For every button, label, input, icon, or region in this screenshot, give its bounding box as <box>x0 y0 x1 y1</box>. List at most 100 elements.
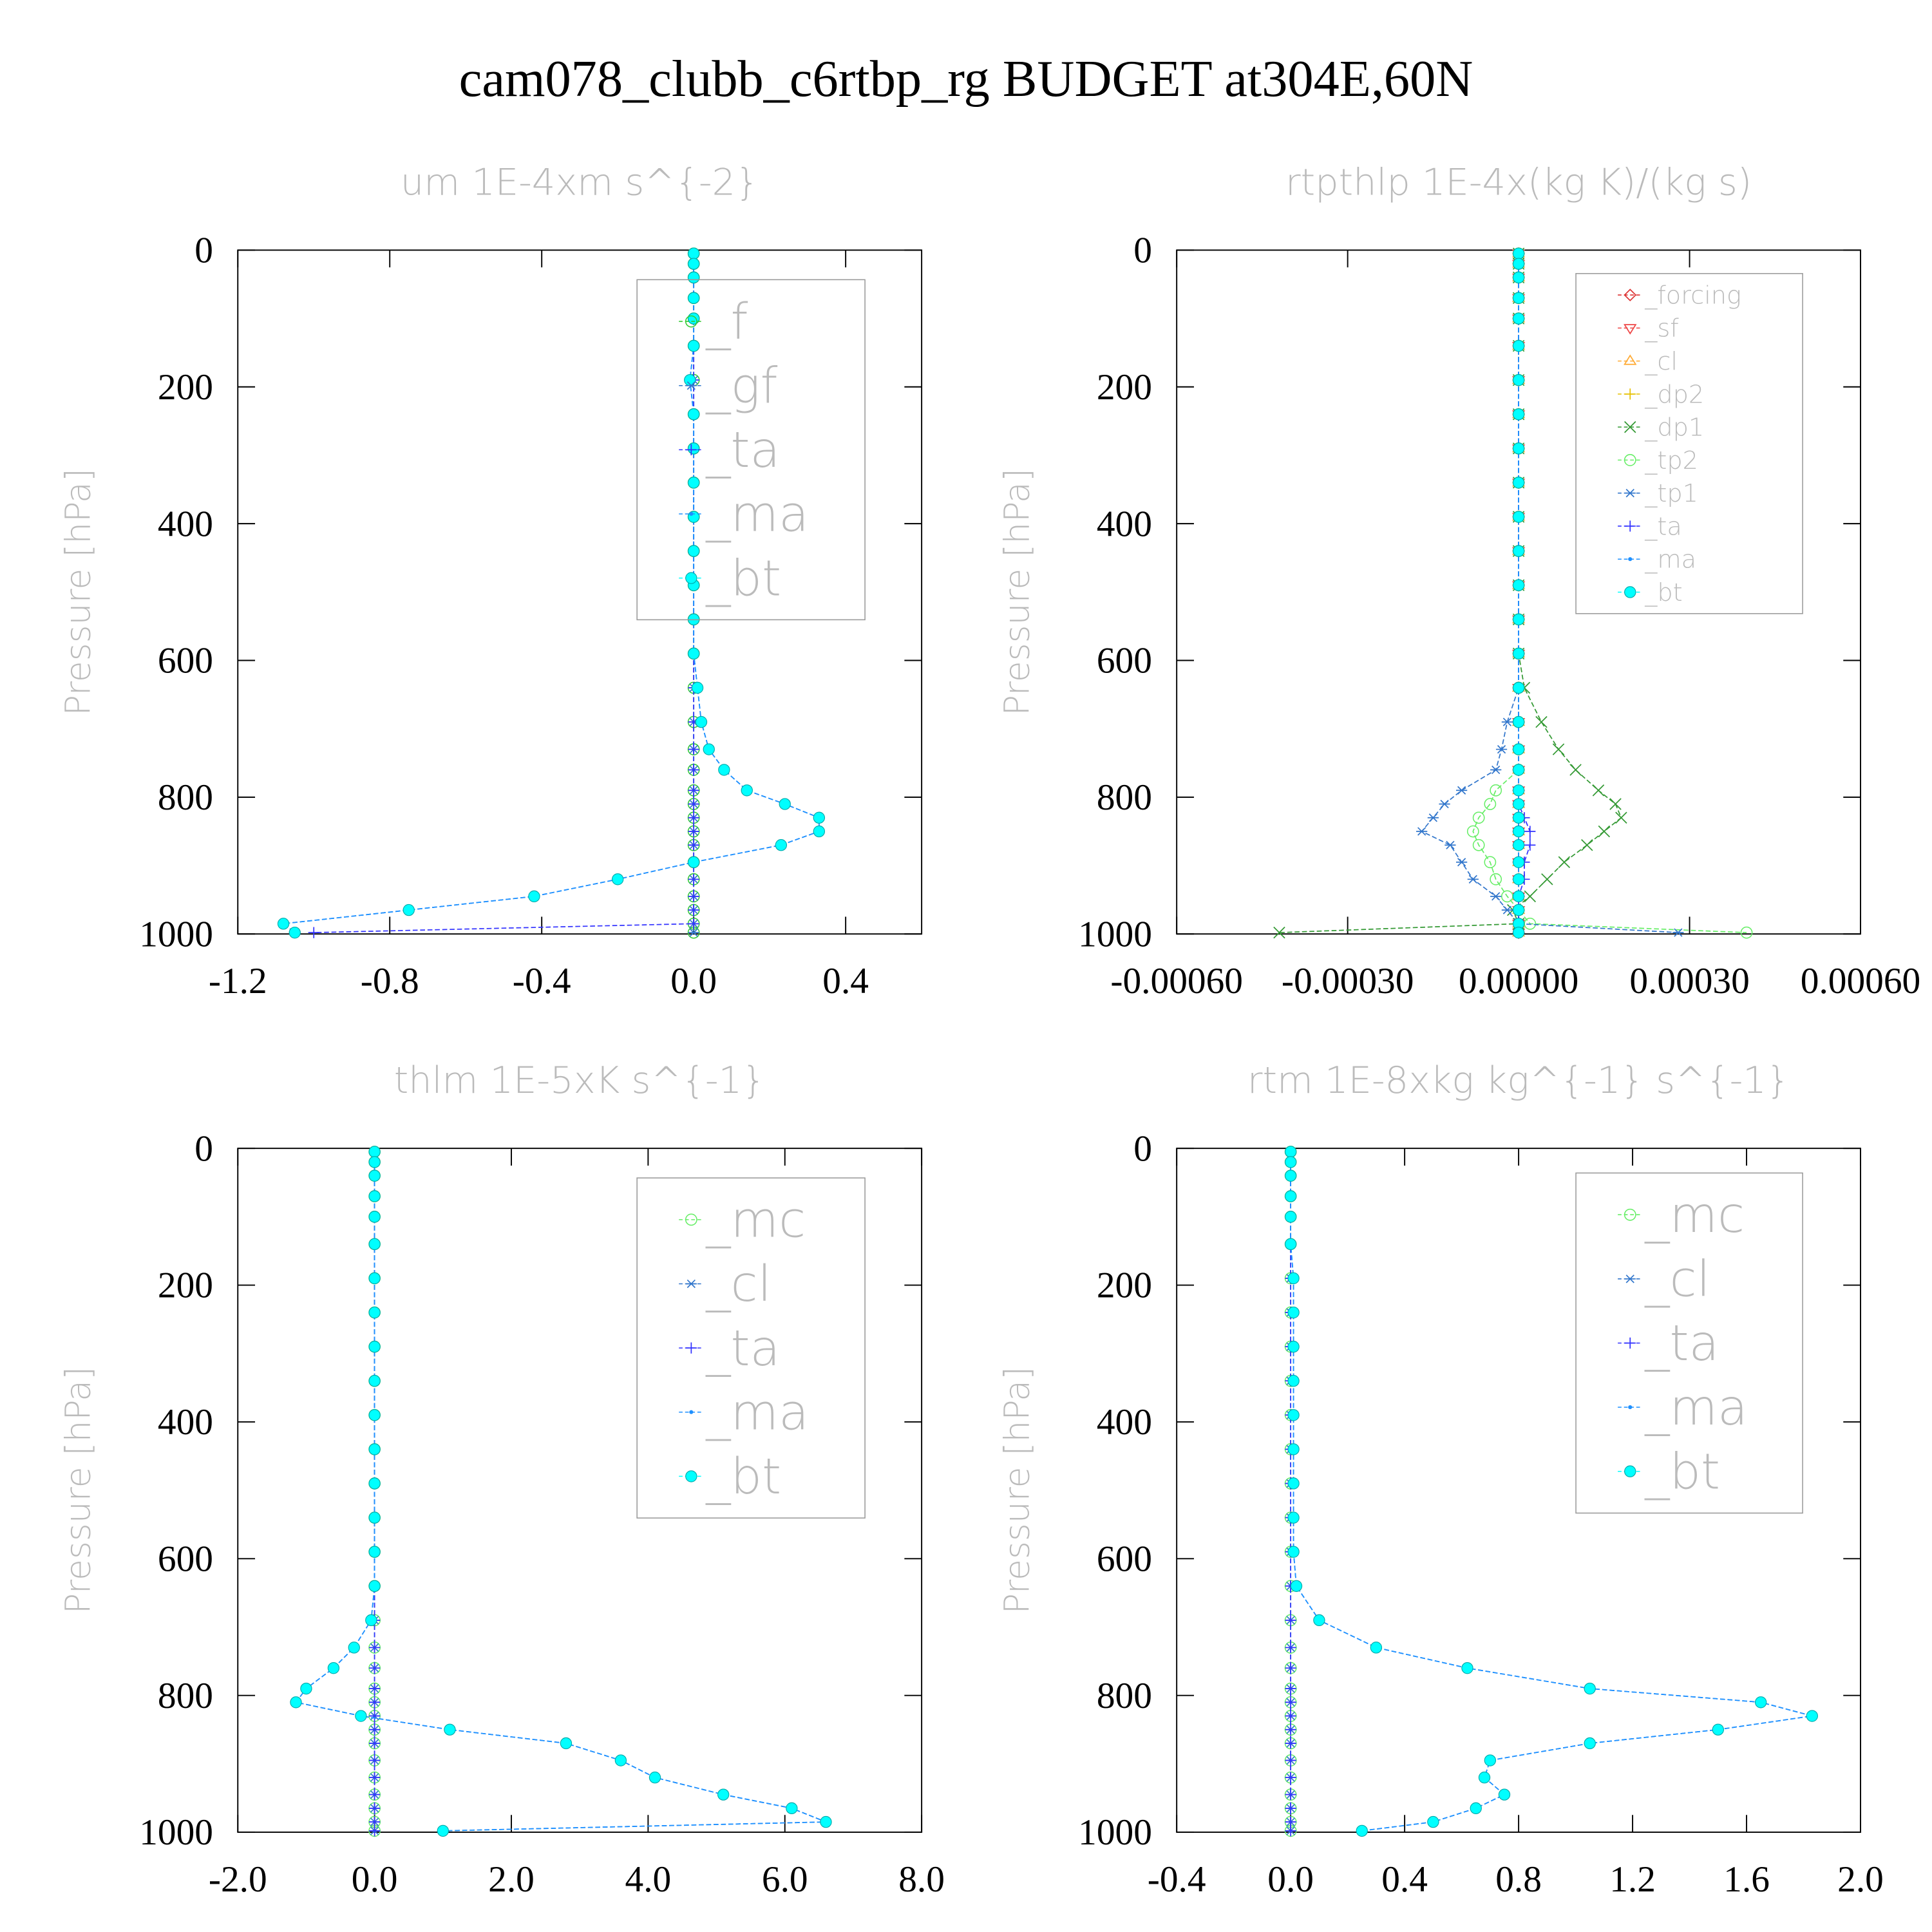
legend-marker <box>685 1279 697 1289</box>
legend-box <box>636 279 866 621</box>
data-point <box>1512 312 1525 325</box>
y-axis-label: Pressure [hPa] <box>58 1367 99 1614</box>
data-point <box>369 1696 381 1708</box>
data-point <box>355 1710 367 1722</box>
y-axis-label: Pressure [hPa] <box>58 468 99 715</box>
data-point <box>1273 926 1285 939</box>
data-point <box>1512 890 1525 903</box>
data-point <box>1512 292 1525 304</box>
data-point <box>369 1683 381 1694</box>
data-point <box>1287 1306 1300 1319</box>
data-point <box>1712 1723 1724 1736</box>
legend-marker <box>1624 354 1637 365</box>
data-point <box>368 1156 381 1168</box>
legend-label: _mc <box>705 1192 806 1249</box>
y-tick-label: 800 <box>158 1676 213 1716</box>
series-line <box>1279 253 1622 933</box>
data-point <box>368 1272 381 1285</box>
data-point <box>1313 1614 1325 1627</box>
legend-label: _mc <box>1644 1187 1745 1244</box>
data-point <box>1512 339 1525 352</box>
figure-title: cam078_clubb_c6rtbp_rg BUDGET at304E,60N <box>459 50 1473 108</box>
data-point <box>1416 827 1428 836</box>
y-tick-label: 800 <box>1097 1676 1152 1716</box>
data-point <box>368 1238 381 1251</box>
x-tick-label: -0.8 <box>361 961 419 1001</box>
data-point <box>717 1788 730 1801</box>
data-point <box>1512 511 1525 523</box>
x-tick-label: 8.0 <box>898 1859 945 1900</box>
data-point <box>1535 715 1548 728</box>
series-line <box>1290 1151 1813 1832</box>
data-point <box>369 1710 381 1722</box>
data-point <box>687 258 700 270</box>
legend-marker <box>1624 520 1636 532</box>
data-point <box>1284 1170 1297 1182</box>
y-tick-label: 0 <box>1133 231 1152 271</box>
legend-label: _bt <box>1644 1444 1720 1501</box>
legend-marker <box>689 511 694 516</box>
data-point <box>1512 271 1525 284</box>
data-point <box>368 1146 381 1158</box>
data-point <box>368 1375 381 1387</box>
data-point <box>1287 1409 1300 1421</box>
x-tick-label: 1.6 <box>1723 1859 1770 1900</box>
data-point <box>813 825 826 838</box>
data-point <box>1284 1156 1297 1168</box>
data-point <box>1356 1824 1368 1837</box>
data-point <box>1456 786 1468 795</box>
data-point <box>687 312 700 325</box>
data-point <box>1287 1477 1300 1490</box>
data-point <box>1484 798 1497 810</box>
data-point <box>1512 798 1525 810</box>
legend-label: _dp2 <box>1644 380 1704 409</box>
x-tick-label: 2.0 <box>1837 1859 1884 1900</box>
legend-marker <box>685 1342 697 1354</box>
legend-marker <box>1624 1274 1636 1283</box>
data-point <box>1490 873 1502 886</box>
legend-marker <box>685 315 697 328</box>
data-point <box>1592 784 1605 797</box>
data-point <box>368 1511 381 1524</box>
data-point <box>741 784 753 797</box>
data-point <box>1427 1815 1439 1828</box>
data-point <box>1581 838 1593 851</box>
y-tick-label: 400 <box>158 1402 213 1443</box>
x-tick-label: 0.00030 <box>1629 961 1749 1001</box>
legend-label: _cl <box>1644 347 1678 376</box>
data-point <box>1456 858 1468 867</box>
x-tick-label: 4.0 <box>625 1859 672 1900</box>
data-point <box>687 408 700 421</box>
data-point <box>688 784 699 796</box>
data-point <box>1287 1546 1300 1558</box>
data-point <box>775 839 788 851</box>
legend-label: _dp1 <box>1644 413 1704 442</box>
series-line <box>1290 1151 1813 1832</box>
data-point <box>369 1662 381 1674</box>
data-point <box>1512 856 1525 868</box>
data-point <box>687 647 700 660</box>
data-point <box>687 247 700 260</box>
legend-box <box>1575 272 1803 614</box>
data-point <box>1495 744 1508 754</box>
data-point <box>614 1754 627 1766</box>
data-point <box>1512 743 1525 755</box>
y-tick-label: 400 <box>158 504 213 544</box>
data-point <box>1470 1802 1482 1815</box>
legend-label: _bt <box>705 1448 781 1506</box>
data-point <box>688 918 699 929</box>
data-point <box>1598 825 1611 838</box>
data-point <box>688 891 699 902</box>
y-tick-label: 1000 <box>139 1812 213 1853</box>
data-point <box>1512 811 1525 824</box>
legend-marker <box>1624 1465 1636 1477</box>
legend-marker <box>1624 1337 1636 1349</box>
data-point <box>1501 717 1513 726</box>
data-point <box>1285 1772 1296 1783</box>
data-point <box>1541 873 1553 886</box>
panel-title: rtpthlp 1E-4x(kg K)/(kg s) <box>1285 160 1752 204</box>
y-tick-label: 1000 <box>1078 1812 1152 1853</box>
data-point <box>1285 1710 1296 1722</box>
legend-marker <box>685 381 697 390</box>
